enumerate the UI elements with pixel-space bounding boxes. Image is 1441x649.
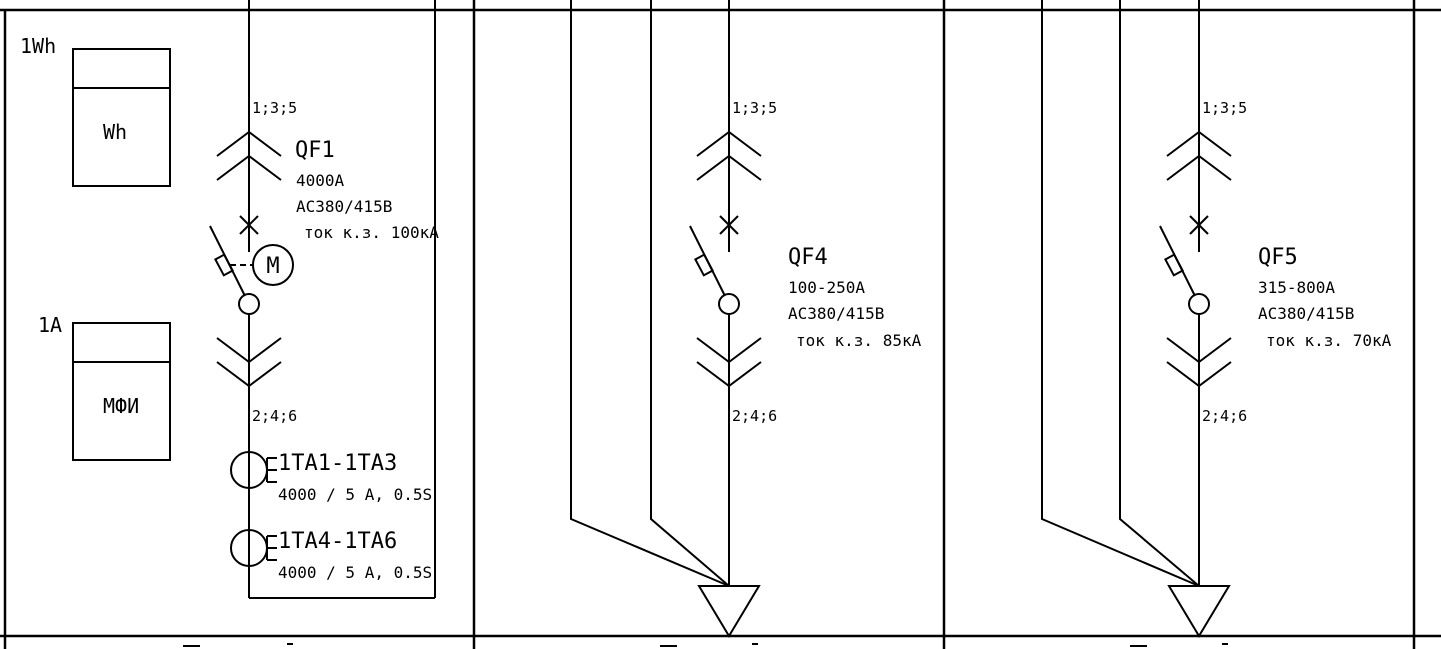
cable-lines — [570, 0, 730, 587]
pins-top-label: 1;3;5 — [732, 99, 777, 117]
plug-contact-top-symbol — [1166, 130, 1232, 181]
breaker-voltage: AC380/415В — [1258, 304, 1354, 323]
energy-meter-tag: 1Wh — [20, 34, 56, 58]
plug-contact-top-symbol — [216, 130, 282, 181]
breaker-name: QF4 — [788, 245, 828, 270]
panel-middle: 1;3;5 2;4;6 QF4 100-250А AC380/415В ток … — [570, 0, 922, 638]
current-transformer-2-symbol — [230, 529, 277, 567]
breaker-switch-symbol — [1159, 225, 1210, 315]
ct2-spec: 4000 / 5 A, 0.5S — [278, 563, 432, 582]
outgoing-feeder-triangle-symbol — [1167, 585, 1231, 638]
pins-bottom-label: 2;4;6 — [732, 407, 777, 425]
pins-bottom-label: 2;4;6 — [1202, 407, 1247, 425]
pins-top-label: 1;3;5 — [252, 99, 297, 117]
breaker-switch-symbol — [689, 225, 740, 315]
breaker-voltage: AC380/415В — [788, 304, 884, 323]
multifunction-meter-label: МФИ — [103, 394, 139, 418]
ct1-name: 1TA1-1TA3 — [278, 451, 397, 476]
breaker-name: QF5 — [1258, 245, 1298, 270]
ct1-spec: 4000 / 5 A, 0.5S — [278, 485, 432, 504]
energy-meter: 1Wh Wh — [20, 34, 171, 187]
panel-left: 1Wh Wh 1A МФИ 1;3;5 — [20, 0, 439, 599]
breaker-sc-current: ток к.з. 100кА — [304, 223, 439, 242]
cross-mark-symbol — [719, 215, 739, 235]
breaker-sc-current: ток к.з. 70кА — [1266, 331, 1392, 350]
motor-symbol-label: M — [266, 254, 279, 279]
breaker-current: 100-250А — [788, 278, 865, 297]
multifunction-meter: 1A МФИ — [38, 313, 171, 461]
cable-lines — [1041, 0, 1200, 587]
breaker-switch-symbol — [209, 225, 260, 315]
plug-contact-bottom-symbol — [1166, 337, 1232, 388]
plug-contact-top-symbol — [696, 130, 762, 181]
cross-mark-symbol — [1189, 215, 1209, 235]
breaker-name: QF1 — [295, 138, 335, 163]
breaker-current: 4000А — [296, 171, 345, 190]
plug-contact-bottom-symbol — [216, 337, 282, 388]
ct2-name: 1TA4-1TA6 — [278, 529, 397, 554]
cross-mark-symbol — [239, 215, 259, 235]
current-transformer-1-symbol — [230, 451, 277, 489]
plug-contact-bottom-symbol — [696, 337, 762, 388]
breaker-sc-current: ток к.з. 85кА — [796, 331, 922, 350]
breaker-current: 315-800А — [1258, 278, 1335, 297]
motor-drive-icon: M — [252, 244, 294, 286]
energy-meter-label: Wh — [103, 120, 127, 144]
multifunction-meter-tag: 1A — [38, 313, 62, 337]
outgoing-feeder-triangle-symbol — [697, 585, 761, 638]
pins-bottom-label: 2;4;6 — [252, 407, 297, 425]
pins-top-label: 1;3;5 — [1202, 99, 1247, 117]
breaker-voltage: AC380/415В — [296, 197, 392, 216]
panel-right: 1;3;5 2;4;6 QF5 315-800А AC380/415В ток … — [1041, 0, 1392, 638]
